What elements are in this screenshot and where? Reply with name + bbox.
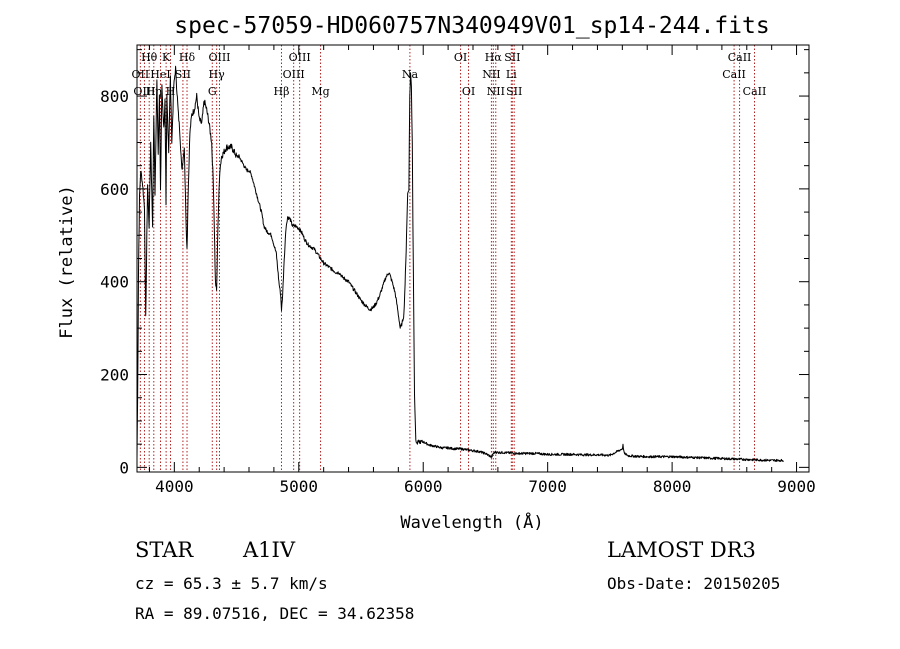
observation-date: Obs-Date: 20150205 [607,574,781,593]
y-tick-label: 400 [100,273,129,292]
x-tick-label: 6000 [404,477,443,496]
plot-frame [136,44,810,473]
chart-title: spec-57059-HD060757N340949V01_sp14-244.f… [174,13,769,39]
y-tick-label: 200 [100,366,129,385]
spectral-line-label-17: OI [454,51,467,64]
coordinates: RA = 89.07516, DEC = 34.62358 [135,604,415,623]
y-tick-label: 800 [100,87,129,106]
spectral-line-label-2: OIII [133,85,155,98]
spectral-line-label-8: Hδ [179,51,196,64]
spectral-line-label-5: K [162,51,171,64]
spectral-line-label-21: NII [487,85,505,98]
spectral-line-label-14: OIII [283,68,305,81]
spectral-line-label-11: G [208,85,217,98]
spectral-line-label-13: OIII [289,51,311,64]
redshift-velocity: cz = 65.3 ± 5.7 km/s [135,574,328,593]
spectral-line-label-22: SII [504,51,520,64]
y-tick-label: 600 [100,180,129,199]
spectral-line-label-19: Hα [485,51,503,64]
spectral-line-label-24: SII [506,85,522,98]
spectral-line-label-20: NII [482,68,500,81]
survey-name: LAMOST DR3 [607,538,756,562]
x-tick-label: 9000 [777,477,816,496]
y-axis: 0 200 400 600 800 [100,49,809,477]
spectral-line-label-7: SII [175,68,191,81]
x-axis-label: Wavelength (Å) [400,511,543,533]
y-axis-label: Flux (relative) [57,185,77,339]
spectral-line-label-12: Hβ [274,85,290,98]
spectral-line-label-0: Hθ [141,51,158,64]
x-tick-label: 5000 [280,477,319,496]
spectral-line-label-23: Li [506,68,517,81]
x-axis: 4000 5000 6000 7000 8000 9000 [148,45,816,496]
spectral-line-label-10: Hγ [209,68,226,81]
spectral-line-label-25: CaII [728,51,752,64]
spectral-line-label-26: CaII [722,68,746,81]
spectral-line-label-4: HeI [150,68,170,81]
spectral-line-label-16: Na [402,68,419,81]
spectral-line-label-1: OII [132,68,150,81]
spectral-line-markers [139,45,755,472]
spectral-line-label-27: CaII [743,85,767,98]
spectral-line-label-6: H [166,85,176,98]
spectrum-line [136,65,784,462]
y-tick-label: 0 [119,458,129,477]
spectrum-series [136,65,784,462]
x-tick-label: 4000 [155,477,194,496]
spectral-line-label-9: OIII [208,51,230,64]
spectral-line-label-15: Mg [311,85,329,98]
spectral-line-label-18: OI [462,85,475,98]
x-tick-label: 8000 [653,477,692,496]
object-subclass: A1IV [243,538,295,562]
spectral-line-label-3: Hη [146,85,162,98]
x-tick-label: 7000 [528,477,567,496]
object-class: STAR [135,538,194,562]
